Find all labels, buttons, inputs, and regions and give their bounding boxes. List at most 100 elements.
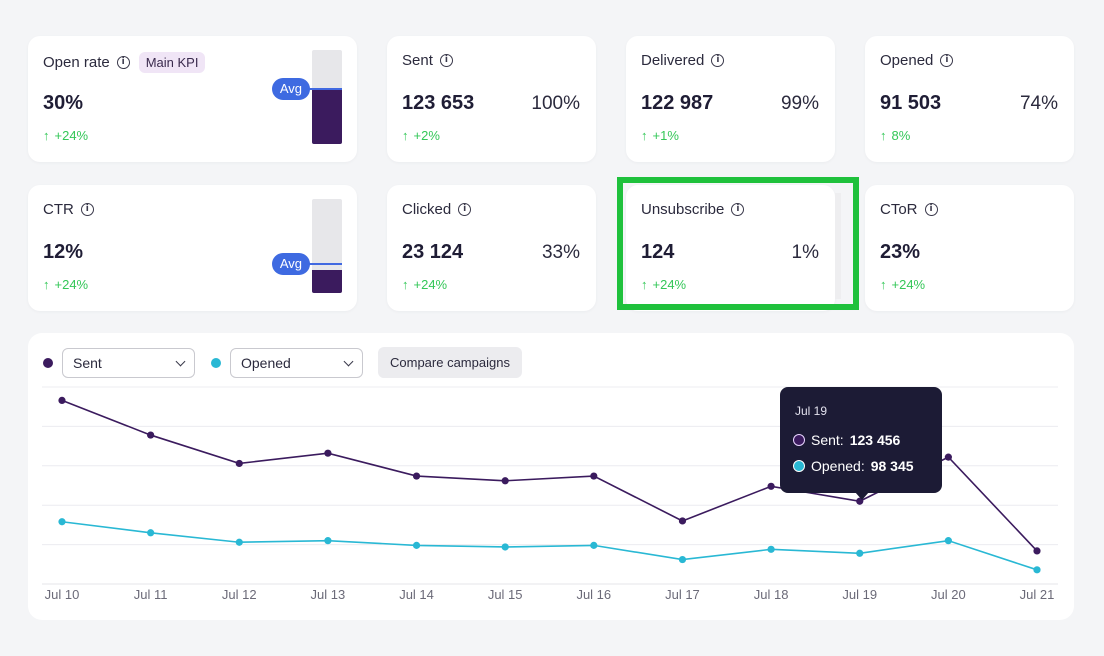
card-change: ↑ +24% bbox=[880, 277, 925, 292]
card-title: Unsubscribe i bbox=[641, 201, 745, 218]
card-title-label: CTR bbox=[43, 201, 74, 218]
tooltip-date: Jul 19 bbox=[795, 404, 828, 418]
data-point-opened bbox=[147, 529, 155, 537]
card-title-label: CToR bbox=[880, 201, 918, 218]
card-percent: 100% bbox=[531, 93, 580, 114]
card-value: 23% bbox=[880, 241, 921, 263]
card-value: 91 503 bbox=[880, 92, 942, 114]
info-icon[interactable]: i bbox=[439, 54, 453, 67]
data-point-sent bbox=[147, 431, 155, 439]
card-change: ↑ 8% bbox=[880, 128, 910, 143]
card-title-label: Opened bbox=[880, 52, 934, 69]
tooltip-caret bbox=[855, 492, 869, 500]
card-change-value: +1% bbox=[652, 128, 679, 143]
card-title: Open rate i Main KPI bbox=[43, 52, 206, 73]
card-change-value: +24% bbox=[54, 277, 89, 292]
compare-campaigns-button[interactable]: Compare campaigns bbox=[378, 347, 522, 378]
main-kpi-badge: Main KPI bbox=[138, 52, 206, 73]
chart-tooltip: Jul 19 Sent: 123 456 Opened: 98 345 bbox=[780, 387, 942, 493]
card-title: Opened i bbox=[880, 52, 954, 69]
info-icon[interactable]: i bbox=[924, 203, 938, 216]
info-icon[interactable]: i bbox=[711, 54, 725, 67]
card-change-value: +24% bbox=[891, 277, 926, 292]
info-icon[interactable]: i bbox=[458, 203, 472, 216]
info-icon[interactable]: i bbox=[116, 56, 130, 69]
arrow-up-icon: ↑ bbox=[43, 277, 50, 292]
series-a-select-value: Sent bbox=[73, 355, 102, 371]
opened-marker-icon bbox=[793, 460, 805, 472]
tooltip-sent-label: Sent: bbox=[811, 432, 844, 448]
data-point-opened bbox=[767, 545, 775, 553]
x-tick-label: Jul 18 bbox=[754, 587, 789, 602]
tooltip-opened-row: Opened: 98 345 bbox=[793, 458, 914, 474]
card-value: 23 124 bbox=[402, 241, 464, 263]
kpi-card-delivered[interactable]: Delivered i 122 987 99% ↑ +1% bbox=[626, 36, 835, 162]
series-a-select[interactable]: Sent bbox=[62, 348, 195, 378]
data-point-opened bbox=[856, 549, 864, 557]
arrow-up-icon: ↑ bbox=[641, 277, 648, 292]
kpi-card-sent[interactable]: Sent i 123 653 100% ↑ +2% bbox=[387, 36, 596, 162]
x-tick-label: Jul 13 bbox=[311, 587, 346, 602]
info-icon[interactable]: i bbox=[80, 203, 94, 216]
data-point-sent bbox=[412, 472, 421, 480]
card-title: Clicked i bbox=[402, 201, 472, 218]
data-point-opened bbox=[235, 538, 243, 546]
data-point-opened bbox=[501, 543, 509, 551]
data-point-opened bbox=[678, 555, 687, 564]
card-change: ↑ +24% bbox=[43, 277, 88, 292]
avg-line bbox=[308, 88, 342, 91]
info-icon[interactable]: i bbox=[940, 54, 954, 67]
x-tick-label: Jul 16 bbox=[576, 587, 611, 602]
card-change-value: +24% bbox=[652, 277, 687, 292]
data-point-opened bbox=[944, 537, 952, 545]
meter-fill bbox=[312, 270, 342, 293]
x-tick-label: Jul 12 bbox=[222, 587, 257, 602]
kpi-card-open-rate[interactable]: Open rate i Main KPI 30% ↑ +24% Avg bbox=[28, 36, 357, 162]
data-point-opened bbox=[324, 537, 332, 545]
avg-meter bbox=[312, 50, 342, 144]
info-icon[interactable]: i bbox=[731, 203, 745, 216]
card-title: Delivered i bbox=[641, 52, 725, 69]
series-line-sent bbox=[61, 399, 1038, 552]
kpi-card-opened[interactable]: Opened i 91 503 74% ↑ 8% bbox=[865, 36, 1074, 162]
meter-fill bbox=[312, 89, 342, 144]
data-point-sent bbox=[944, 453, 952, 461]
series-line-opened bbox=[61, 520, 1038, 571]
kpi-card-unsubscribe[interactable]: Unsubscribe i 124 1% ↑ +24% bbox=[626, 185, 835, 311]
card-value: 30% bbox=[43, 92, 84, 114]
arrow-up-icon: ↑ bbox=[402, 277, 409, 292]
x-tick-label: Jul 10 bbox=[45, 587, 80, 602]
card-value: 122 987 bbox=[641, 92, 714, 114]
card-change: ↑ +24% bbox=[43, 128, 88, 143]
card-change-value: +24% bbox=[413, 277, 448, 292]
opened-series-dot bbox=[211, 358, 221, 368]
x-tick-label: Jul 21 bbox=[1020, 587, 1055, 602]
arrow-up-icon: ↑ bbox=[880, 128, 887, 143]
data-point-sent bbox=[767, 482, 775, 490]
card-change: ↑ +2% bbox=[402, 128, 440, 143]
arrow-up-icon: ↑ bbox=[43, 128, 50, 143]
data-point-sent bbox=[58, 396, 66, 404]
series-b-select-value: Opened bbox=[241, 355, 291, 371]
data-point-sent bbox=[501, 477, 509, 485]
card-edge-strip bbox=[835, 193, 841, 299]
card-value: 124 bbox=[641, 241, 675, 263]
data-point-sent bbox=[590, 472, 598, 480]
card-value: 12% bbox=[43, 241, 84, 263]
x-tick-label: Jul 17 bbox=[665, 587, 700, 602]
kpi-card-ctr[interactable]: CTR i 12% ↑ +24% Avg bbox=[28, 185, 357, 311]
card-percent: 74% bbox=[1019, 93, 1058, 114]
kpi-card-ctor[interactable]: CToR i 23% ↑ +24% bbox=[865, 185, 1074, 311]
x-tick-label: Jul 15 bbox=[488, 587, 523, 602]
card-change-value: +2% bbox=[413, 128, 440, 143]
card-title: CTR i bbox=[43, 201, 94, 218]
tooltip-sent-row: Sent: 123 456 bbox=[793, 432, 900, 448]
x-tick-label: Jul 14 bbox=[399, 587, 434, 602]
card-title-label: Sent bbox=[402, 52, 433, 69]
series-b-select[interactable]: Opened bbox=[230, 348, 363, 378]
data-point-opened bbox=[1033, 566, 1041, 574]
kpi-card-clicked[interactable]: Clicked i 23 124 33% ↑ +24% bbox=[387, 185, 596, 311]
data-point-opened bbox=[412, 541, 421, 549]
avg-pill: Avg bbox=[271, 78, 310, 101]
